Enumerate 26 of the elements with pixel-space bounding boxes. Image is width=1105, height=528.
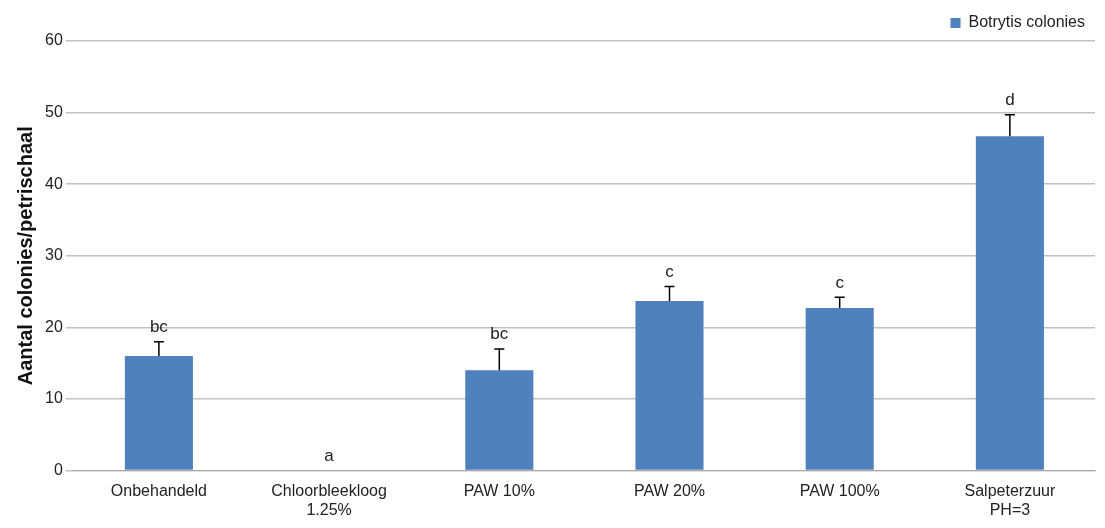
- y-tick-label: 0: [53, 461, 63, 479]
- x-tick-label: Onbehandeld: [110, 481, 207, 499]
- x-tick-label: Chloorbleekloog 1.25%: [271, 481, 387, 518]
- y-tick-label: 40: [45, 174, 63, 192]
- bar: [124, 356, 193, 470]
- y-tick-label: 60: [45, 31, 63, 49]
- x-tick-label: PAW 20%: [633, 481, 706, 499]
- x-tick-label: PAW 100%: [799, 481, 880, 499]
- bar: [975, 136, 1044, 470]
- x-tick-label: PAW 10%: [463, 481, 535, 499]
- x-tick-label: Salpeterzuur PH=3: [964, 481, 1056, 518]
- bar: [805, 308, 874, 470]
- annotation: a: [324, 445, 335, 465]
- annotation: bc: [490, 324, 509, 344]
- y-tick-label: 30: [45, 246, 63, 264]
- legend-label: Botrytis colonies: [968, 13, 1086, 31]
- annotation: c: [835, 272, 845, 292]
- y-tick-label: 10: [45, 389, 63, 407]
- y-tick-label: 50: [45, 103, 63, 121]
- bar: [465, 370, 534, 470]
- y-axis-title: Aantal colonies/petrischaal: [13, 126, 36, 386]
- y-tick-label: 20: [45, 317, 63, 335]
- annotation: d: [1005, 89, 1015, 109]
- annotation: c: [665, 261, 675, 281]
- annotation: bc: [149, 316, 169, 336]
- bar: [635, 300, 704, 470]
